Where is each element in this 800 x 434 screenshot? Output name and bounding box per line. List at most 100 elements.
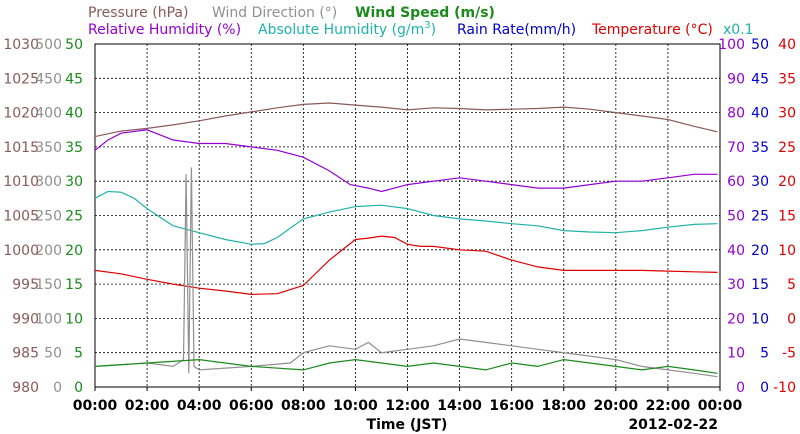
y-tick-label-pressure: 1015 — [3, 140, 39, 156]
y-tick-label-rel-humidity: 50 — [727, 209, 745, 225]
y-tick-label-wind-dir: 350 — [35, 140, 62, 156]
y-tick-label-wind-dir: 200 — [35, 243, 62, 259]
y-tick-label-pressure: 1030 — [3, 37, 39, 53]
series-line-temperature-temperature — [94, 235, 718, 296]
y-tick-label-temperature: 35 — [778, 71, 796, 87]
series-line-pressure-pressure — [94, 102, 718, 138]
series-group — [94, 102, 718, 378]
y-tick-label-temperature: 25 — [778, 140, 796, 156]
legend-temperature: Temperature (°C) — [591, 22, 713, 38]
x-tick-label: 14:00 — [437, 398, 482, 414]
x-tick-label: 08:00 — [281, 398, 326, 414]
y-tick-label-wind-dir: 250 — [35, 209, 62, 225]
legend-absolute-humidity-text: Absolute Humidity (g/m — [258, 22, 424, 38]
x-tick-label: 10:00 — [333, 398, 378, 414]
y-tick-label-rel-humidity: 40 — [727, 243, 745, 259]
y-tick-label-pressure: 995 — [12, 277, 39, 293]
y-tick-label-rain-rate: 25 — [751, 209, 769, 225]
x-tick-label: 00:00 — [698, 398, 743, 414]
y-tick-label-pressure: 1005 — [3, 209, 39, 225]
y-tick-label-rel-humidity: 0 — [736, 380, 745, 396]
y-tick-label-wind-speed: 5 — [74, 346, 83, 362]
y-tick-label-rel-humidity: 60 — [727, 174, 745, 190]
x-tick-label: 22:00 — [646, 398, 691, 414]
y-tick-label-wind-dir: 300 — [35, 174, 62, 190]
y-tick-label-wind-speed: 10 — [65, 311, 83, 327]
y-tick-label-pressure: 1010 — [3, 174, 39, 190]
y-tick-label-temperature: 15 — [778, 209, 796, 225]
series-line-wind-dir-wind — [94, 167, 718, 378]
y-tick-label-rel-humidity: 80 — [727, 106, 745, 122]
x-tick-label: 00:00 — [73, 398, 118, 414]
y-tick-label-wind-dir: 450 — [35, 71, 62, 87]
legend-absolute-humidity-sup: 3 — [424, 20, 430, 31]
y-tick-label-wind-dir: 150 — [35, 277, 62, 293]
y-tick-label-rel-humidity: 90 — [727, 71, 745, 87]
y-tick-label-pressure: 1020 — [3, 106, 39, 122]
y-tick-label-wind-speed: 15 — [65, 277, 83, 293]
y-tick-label-rel-humidity: 100 — [718, 37, 745, 53]
y-tick-label-rain-rate: 0 — [760, 380, 769, 396]
legend-wind-speed: Wind Speed (m/s) — [355, 5, 495, 21]
y-tick-label-rain-rate: 50 — [751, 37, 769, 53]
y-tick-label-rel-humidity: 70 — [727, 140, 745, 156]
y-tick-label-wind-speed: 45 — [65, 71, 83, 87]
y-tick-label-rain-rate: 30 — [751, 174, 769, 190]
x-tick-label: 20:00 — [594, 398, 639, 414]
legend-absolute-humidity-close: ) — [431, 22, 436, 38]
y-tick-label-pressure: 980 — [12, 380, 39, 396]
y-tick-label-pressure: 1025 — [3, 71, 39, 87]
y-tick-label-rel-humidity: 10 — [727, 346, 745, 362]
y-tick-label-temperature: 10 — [778, 243, 796, 259]
legend-wind-direction: Wind Direction (°) — [212, 5, 337, 21]
x-tick-label: 12:00 — [385, 398, 430, 414]
y-tick-label-rain-rate: 40 — [751, 106, 769, 122]
y-tick-label-pressure: 990 — [12, 311, 39, 327]
series-line-wind-speed-absolute — [94, 190, 718, 245]
y-tick-label-rain-rate: 35 — [751, 140, 769, 156]
y-tick-label-temperature: 20 — [778, 174, 796, 190]
y-tick-label-wind-dir: 50 — [44, 346, 62, 362]
y-tick-label-rain-rate: 10 — [751, 311, 769, 327]
y-tick-label-wind-speed: 25 — [65, 209, 83, 225]
legend-relative-humidity: Relative Humidity (%) — [88, 22, 241, 38]
series-line-rel-humidity-relative — [94, 129, 718, 193]
y-tick-label-rel-humidity: 20 — [727, 311, 745, 327]
y-tick-label-temperature: 30 — [778, 106, 796, 122]
legend-pressure: Pressure (hPa) — [88, 5, 188, 21]
y-tick-label-wind-speed: 40 — [65, 106, 83, 122]
x-tick-label: 02:00 — [125, 398, 170, 414]
y-tick-label-wind-dir: 100 — [35, 311, 62, 327]
y-tick-label-temperature: -10 — [773, 380, 796, 396]
y-tick-label-temperature: 0 — [787, 311, 796, 327]
y-tick-label-pressure: 985 — [12, 346, 39, 362]
y-tick-label-wind-speed: 0 — [74, 380, 83, 396]
series-line-wind-speed-wind — [94, 358, 718, 374]
legend-rain-rate: Rain Rate(mm/h) — [457, 22, 576, 38]
y-tick-label-rel-humidity: 30 — [727, 277, 745, 293]
y-tick-label-rain-rate: 45 — [751, 71, 769, 87]
y-tick-label-temperature: 40 — [778, 37, 796, 53]
x-tick-label: 16:00 — [489, 398, 534, 414]
x-axis: 00:00 02:00 04:00 06:00 08:00 10:00 12:00 14:00… — [73, 387, 743, 414]
y-tick-label-wind-speed: 35 — [65, 140, 83, 156]
legend-absolute-humidity: Absolute Humidity (g/m3) — [258, 20, 436, 38]
x-axis-label: Time (JST) — [367, 417, 448, 433]
legend-x01: x0.1 — [723, 22, 754, 38]
y-tick-label-wind-speed: 30 — [65, 174, 83, 190]
x-tick-label: 04:00 — [177, 398, 222, 414]
y-tick-label-wind-dir: 500 — [35, 37, 62, 53]
date-label: 2012-02-22 — [628, 417, 718, 433]
y-tick-label-temperature: -5 — [782, 346, 796, 362]
y-tick-label-wind-dir: 0 — [53, 380, 62, 396]
y-tick-label-rain-rate: 5 — [760, 346, 769, 362]
y-tick-label-wind-speed: 50 — [65, 37, 83, 53]
y-tick-label-wind-speed: 20 — [65, 243, 83, 259]
y-tick-label-rain-rate: 15 — [751, 277, 769, 293]
y-tick-label-temperature: 5 — [787, 277, 796, 293]
x-tick-label: 18:00 — [541, 398, 586, 414]
y-axes: 1030102510201015101010051000995990985980… — [3, 37, 796, 396]
y-tick-label-wind-dir: 400 — [35, 106, 62, 122]
y-tick-label-rain-rate: 20 — [751, 243, 769, 259]
